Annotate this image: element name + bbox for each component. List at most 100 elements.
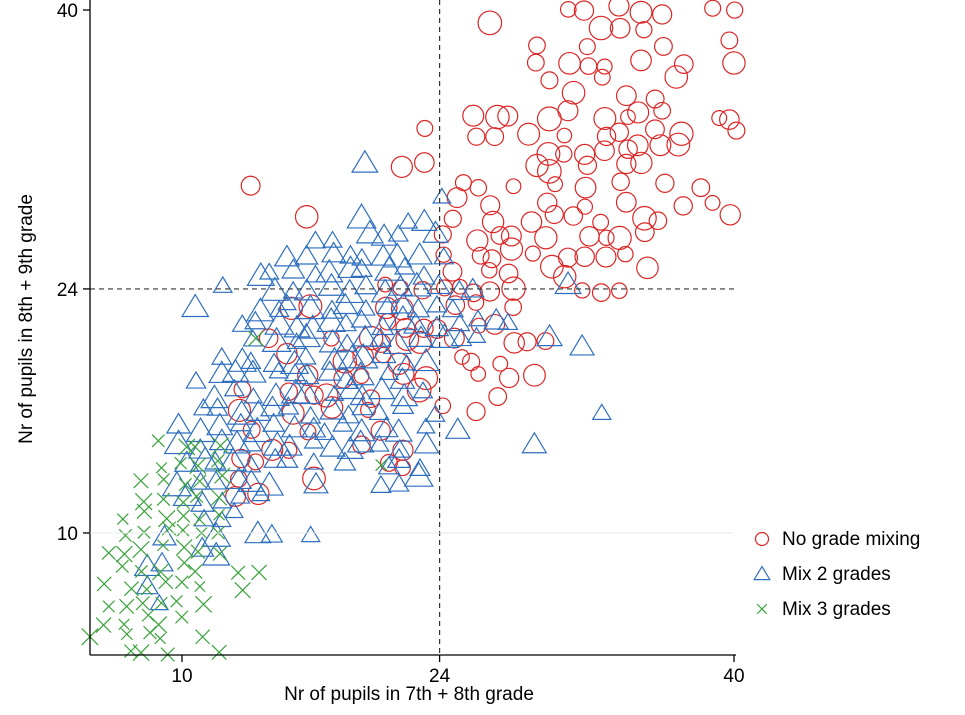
data-point — [574, 282, 591, 299]
data-point — [634, 222, 655, 243]
data-point — [598, 229, 615, 247]
data-point — [569, 333, 596, 356]
data-point — [632, 205, 657, 231]
data-point — [227, 398, 252, 422]
data-point — [653, 101, 672, 120]
data-point — [462, 104, 485, 127]
data-point — [320, 299, 344, 319]
data-point — [304, 264, 327, 283]
legend-item: Mix 2 grades — [753, 564, 891, 585]
data-point — [210, 453, 225, 468]
data-point — [390, 292, 417, 314]
data-point — [247, 482, 270, 506]
data-point — [152, 563, 170, 581]
data-point — [653, 36, 673, 56]
data-point — [336, 333, 359, 352]
data-point — [421, 220, 450, 243]
data-point — [563, 206, 584, 226]
data-point — [157, 509, 176, 528]
data-point — [539, 254, 564, 279]
data-point — [711, 110, 728, 127]
y-axis-label: Nr of pupils in 8th + 9th grade — [16, 194, 37, 444]
data-point — [651, 4, 673, 25]
legend-label: Mix 3 grades — [782, 599, 891, 620]
data-point — [350, 258, 373, 278]
data-point — [537, 192, 558, 213]
data-point — [722, 51, 746, 75]
data-point — [636, 256, 659, 280]
data-point — [349, 383, 375, 406]
data-point — [155, 462, 168, 474]
data-point — [466, 401, 486, 422]
data-point — [262, 352, 286, 372]
data-point — [375, 458, 388, 472]
data-point — [136, 503, 153, 520]
data-point — [210, 489, 228, 506]
data-point — [157, 539, 170, 552]
data-point — [719, 204, 741, 226]
data-point — [389, 366, 416, 389]
data-point — [630, 151, 653, 175]
data-point — [536, 158, 562, 184]
data-point — [174, 575, 189, 590]
data-point — [593, 106, 617, 131]
data-point — [528, 36, 546, 55]
data-point — [346, 361, 375, 386]
data-point — [176, 495, 190, 510]
data-point — [222, 429, 252, 454]
data-point — [387, 274, 414, 296]
data-point — [332, 292, 359, 315]
data-point — [630, 49, 652, 72]
data-point — [149, 593, 170, 611]
data-point — [231, 313, 254, 332]
data-point — [282, 280, 304, 299]
data-point — [444, 417, 471, 439]
data-point — [316, 307, 347, 332]
data-point — [261, 326, 292, 352]
data-point — [351, 324, 379, 347]
data-point — [398, 211, 419, 229]
data-point — [526, 53, 545, 72]
data-point — [466, 326, 487, 344]
data-point — [116, 513, 129, 525]
data-point — [250, 484, 271, 502]
data-point — [212, 275, 234, 293]
data-point — [407, 325, 434, 348]
data-point — [649, 134, 672, 157]
data-point — [554, 270, 582, 295]
data-point — [194, 580, 206, 593]
data-point — [611, 172, 630, 192]
data-point — [350, 149, 379, 173]
data-point — [174, 456, 187, 470]
data-point — [294, 204, 319, 229]
data-point — [347, 417, 376, 442]
data-point — [460, 277, 485, 298]
data-point — [577, 155, 598, 175]
data-point — [547, 176, 564, 193]
legend-marker-icon — [754, 531, 770, 547]
x-tick-label: 24 — [429, 666, 451, 687]
data-point — [346, 203, 377, 229]
data-point — [477, 10, 503, 36]
data-point — [293, 278, 321, 301]
data-point — [319, 396, 347, 420]
data-point — [214, 467, 231, 484]
data-point — [609, 17, 631, 39]
data-point — [388, 438, 412, 458]
data-point — [578, 38, 596, 56]
data-point — [390, 155, 413, 179]
data-point — [238, 431, 263, 452]
data-point — [301, 416, 327, 438]
data-point — [211, 644, 227, 660]
data-point — [294, 346, 317, 365]
data-point — [212, 437, 229, 455]
data-point — [504, 298, 523, 317]
data-point — [304, 385, 324, 405]
data-point — [655, 173, 675, 193]
data-point — [434, 397, 452, 415]
data-point — [240, 175, 261, 196]
data-point — [466, 229, 489, 252]
data-point — [143, 625, 157, 640]
data-point — [390, 382, 419, 407]
data-point — [552, 264, 577, 289]
